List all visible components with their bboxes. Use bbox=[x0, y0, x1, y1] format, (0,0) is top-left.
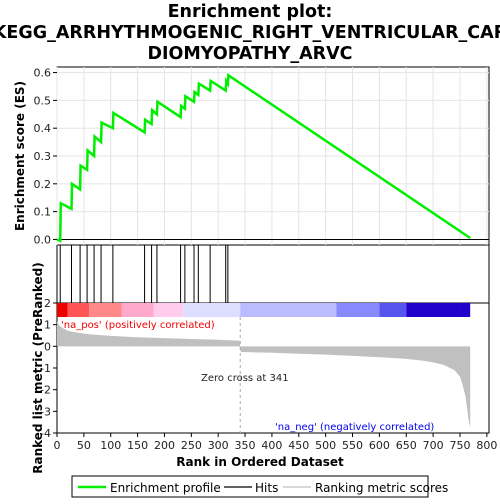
legend-hits-label: Hits bbox=[255, 481, 278, 495]
x-tick-label: 550 bbox=[342, 439, 363, 452]
chart-title-line-1: Enrichment plot: bbox=[168, 2, 333, 22]
x-tick-label: 200 bbox=[154, 439, 175, 452]
color-bar-segment bbox=[153, 303, 184, 317]
legend: Enrichment profile Hits Ranking metric s… bbox=[71, 475, 448, 498]
na-neg-annotation: 'na_neg' (negatively correlated) bbox=[275, 422, 434, 433]
legend-metric-label: Ranking metric scores bbox=[315, 481, 448, 495]
x-tick-label: 100 bbox=[100, 439, 121, 452]
color-bar-segment bbox=[240, 303, 337, 317]
x-tick-label: 800 bbox=[476, 439, 497, 452]
x-tick-label: 500 bbox=[315, 439, 336, 452]
metric-y-tick-label: 2 bbox=[44, 297, 51, 310]
x-tick-label: 150 bbox=[127, 439, 148, 452]
chart-title-line-3: DIOMYOPATHY_ARVC bbox=[147, 44, 352, 64]
es-y-axis-label: Enrichment score (ES) bbox=[13, 81, 27, 231]
hits-ticks bbox=[59, 245, 229, 303]
x-tick-label: 650 bbox=[396, 439, 417, 452]
ranking-metric-scores-area bbox=[57, 321, 471, 428]
x-tick-label: 600 bbox=[369, 439, 390, 452]
metric-y-tick-label: -4 bbox=[40, 427, 51, 440]
zero-cross-annotation: Zero cross at 341 bbox=[201, 373, 289, 384]
es-y-tick-label: 0.4 bbox=[34, 122, 52, 135]
x-tick-label: 0 bbox=[54, 439, 61, 452]
color-bar-segment bbox=[379, 303, 407, 317]
color-bar-segment bbox=[459, 303, 471, 317]
color-bar-segment bbox=[67, 303, 90, 317]
x-tick-label: 700 bbox=[423, 439, 444, 452]
metric-y-tick-label: -1 bbox=[40, 362, 51, 375]
x-tick-label: 50 bbox=[77, 439, 91, 452]
color-bar-segment bbox=[183, 303, 241, 317]
metric-y-tick-label: 1 bbox=[44, 319, 51, 332]
color-bar-segment bbox=[89, 303, 122, 317]
metric-y-axis-label: Ranked list metric (PreRanked) bbox=[31, 262, 45, 474]
es-y-tick-label: 0.2 bbox=[34, 178, 52, 191]
x-tick-label: 750 bbox=[449, 439, 470, 452]
chart-title-line-2: KEGG_ARRHYTHMOGENIC_RIGHT_VENTRICULAR_CA… bbox=[0, 23, 500, 43]
color-bar-segment bbox=[336, 303, 380, 317]
es-panel-y-axis: 0.0 0.1 0.2 0.3 0.4 0.5 0.6 bbox=[34, 67, 57, 246]
es-panel-grid bbox=[56, 67, 489, 245]
x-tick-label: 400 bbox=[261, 439, 282, 452]
color-bar-segment bbox=[121, 303, 154, 317]
ranking-color-bar bbox=[57, 303, 471, 317]
x-tick-label: 450 bbox=[288, 439, 309, 452]
enrichment-profile-line bbox=[56, 73, 471, 243]
es-y-tick-label: 0.6 bbox=[34, 67, 52, 80]
es-y-tick-label: 0.1 bbox=[34, 206, 52, 219]
metric-panel-frame bbox=[56, 302, 490, 434]
color-bar-segment bbox=[57, 303, 68, 317]
es-y-tick-label: 0.0 bbox=[34, 233, 52, 246]
metric-y-tick-label: -3 bbox=[40, 405, 51, 418]
es-y-tick-label: 0.3 bbox=[34, 150, 52, 163]
x-tick-label: 250 bbox=[181, 439, 202, 452]
es-panel-lines bbox=[56, 73, 489, 243]
ranking-metric-area bbox=[57, 317, 471, 433]
metric-y-tick-label: 0 bbox=[44, 340, 51, 353]
x-axis-label: Rank in Ordered Dataset bbox=[176, 455, 344, 469]
metric-y-tick-label: -2 bbox=[40, 384, 51, 397]
es-y-tick-label: 0.5 bbox=[34, 94, 52, 107]
hits-panel-frame bbox=[56, 244, 490, 304]
x-tick-label: 300 bbox=[208, 439, 229, 452]
x-axis: 0 50 100 150 200 250 300 350 400 450 500 550 600 650 7… bbox=[54, 433, 497, 452]
na-pos-annotation: 'na_pos' (positively correlated) bbox=[61, 320, 215, 331]
legend-enrichment-label: Enrichment profile bbox=[110, 481, 221, 495]
metric-panel-y-axis: 2 1 0 -1 -2 -3 -4 bbox=[40, 297, 57, 440]
color-bar-segment bbox=[406, 303, 460, 317]
x-tick-label: 350 bbox=[235, 439, 256, 452]
